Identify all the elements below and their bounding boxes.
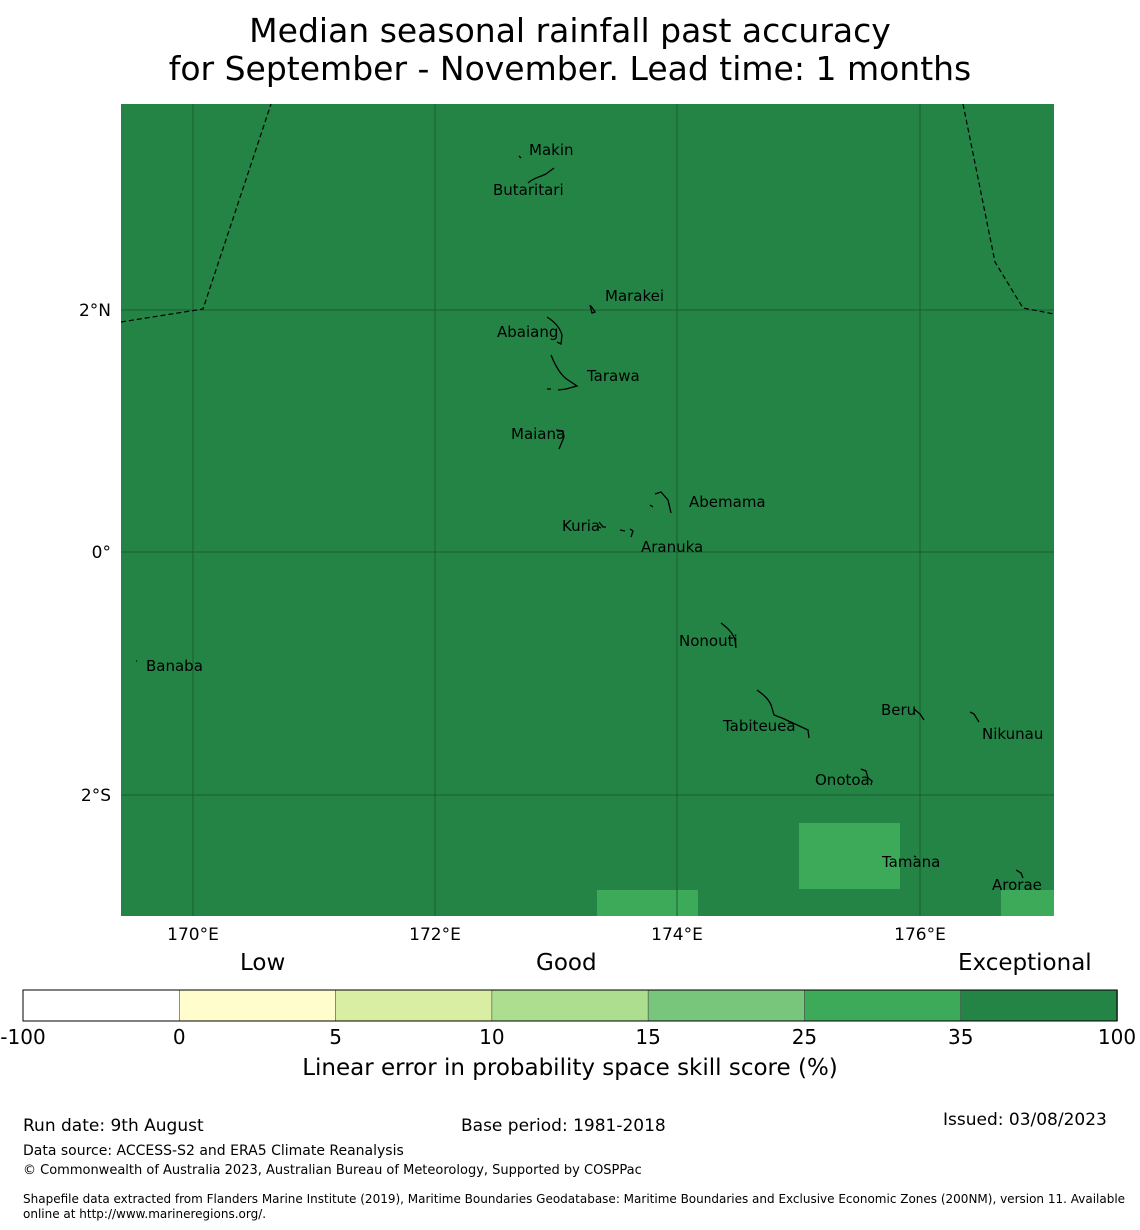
- colorbar-category-exceptional: Exceptional: [958, 950, 1092, 976]
- butaritari-outline: [527, 167, 555, 184]
- colorbar-tick-label: -100: [0, 1025, 45, 1049]
- lon-tick-174e: 174°E: [651, 925, 703, 945]
- eez-boundary-east: [962, 103, 1055, 315]
- island-label-nonouti: Nonouti: [679, 632, 738, 650]
- colorbar-axis-label: Linear error in probability space skill …: [302, 1055, 838, 1081]
- colorbar-tick-label: 0: [173, 1025, 186, 1049]
- map-title-line2: for September - November. Lead time: 1 m…: [168, 49, 972, 88]
- arorae-outline: [1015, 869, 1024, 879]
- copyright: © Commonwealth of Australia 2023, Austra…: [23, 1163, 642, 1178]
- maiana-outline: [555, 429, 565, 450]
- island-label-arorae: Arorae: [992, 876, 1042, 894]
- lat-tick-0: 0°: [92, 543, 111, 563]
- map-panel: Makin Butaritari Marakei Abaiang Tarawa …: [79, 103, 1055, 945]
- shapefile-credit-line1: Shapefile data extracted from Flanders M…: [23, 1192, 1126, 1206]
- colorbar-segment: [178, 989, 337, 1022]
- colorbar-segment: [335, 989, 493, 1022]
- tarawa-outline: [547, 354, 579, 391]
- tabiteuea-outline: [756, 689, 810, 739]
- island-label-marakei: Marakei: [605, 287, 664, 305]
- colorbar-segment: [491, 989, 649, 1022]
- colorbar-frame: [22, 989, 1118, 1022]
- colorbar-tick-label: 5: [329, 1025, 342, 1049]
- island-label-tamana: Tamana: [881, 853, 940, 871]
- lon-tick-170e: 170°E: [167, 925, 219, 945]
- island-label-abemama: Abemama: [689, 493, 766, 511]
- island-label-onotoa: Onotoa: [815, 771, 870, 789]
- colorbar-tick-label: 25: [792, 1025, 817, 1049]
- makin-outline: [518, 155, 522, 159]
- colorbar-segment: [804, 989, 962, 1022]
- tamana-outline: [913, 855, 917, 858]
- colorbar-category-low: Low: [240, 950, 286, 976]
- island-label-tabiteuea: Tabiteuea: [722, 717, 796, 735]
- skill-cell-b: [597, 890, 698, 916]
- island-label-abaiang: Abaiang: [497, 323, 558, 341]
- island-label-butaritari: Butaritari: [493, 181, 564, 199]
- aranuka-outline: [619, 528, 634, 538]
- island-label-maiana: Maiana: [511, 425, 565, 443]
- colorbar: -100 0 5 10 15 25 35 100: [0, 989, 1136, 1049]
- run-date: Run date: 9th August: [23, 1116, 204, 1136]
- colorbar-tick-label: 10: [479, 1025, 504, 1049]
- skill-cell-c: [1001, 890, 1054, 916]
- data-source: Data source: ACCESS-S2 and ERA5 Climate …: [23, 1143, 404, 1159]
- skill-cell-a: [799, 823, 900, 889]
- lon-tick-176e: 176°E: [894, 925, 946, 945]
- island-label-tarawa: Tarawa: [586, 367, 640, 385]
- island-label-beru: Beru: [881, 701, 916, 719]
- beru-outline: [913, 708, 925, 721]
- lat-tick-2s: 2°S: [81, 786, 111, 806]
- base-period: Base period: 1981-2018: [461, 1116, 666, 1136]
- colorbar-segment: [960, 989, 1118, 1022]
- nikunau-outline: [969, 711, 980, 723]
- island-label-nikunau: Nikunau: [982, 725, 1043, 743]
- shapefile-credit-line2: online at http://www.marineregions.org/.: [23, 1207, 267, 1221]
- abemama-outline: [649, 491, 672, 514]
- island-label-aranuka: Aranuka: [641, 538, 703, 556]
- colorbar-tick-label: 35: [948, 1025, 973, 1049]
- eez-boundary-west: [120, 103, 272, 323]
- lat-tick-2n: 2°N: [79, 301, 111, 321]
- abaiang-outline: [546, 316, 563, 345]
- colorbar-category-good: Good: [536, 950, 597, 976]
- colorbar-segment: [22, 989, 181, 1022]
- marakei-outline: [589, 304, 597, 314]
- colorbar-tick-label: 100: [1098, 1025, 1136, 1049]
- island-label-banaba: Banaba: [146, 657, 203, 675]
- issued-date: Issued: 03/08/2023: [943, 1110, 1107, 1130]
- colorbar-tick-label: 15: [635, 1025, 660, 1049]
- island-label-kuria: Kuria: [562, 517, 600, 535]
- island-label-makin: Makin: [529, 141, 574, 159]
- onotoa-outline: [860, 768, 873, 786]
- gridlines: [121, 104, 1054, 916]
- map-background: [121, 104, 1054, 916]
- island-outlines: [136, 155, 1024, 879]
- kuria-outline: [598, 521, 606, 529]
- colorbar-segment: [647, 989, 806, 1022]
- nonouti-outline: [720, 622, 737, 649]
- lon-tick-172e: 172°E: [409, 925, 461, 945]
- map-title-line1: Median seasonal rainfall past accuracy: [249, 11, 891, 50]
